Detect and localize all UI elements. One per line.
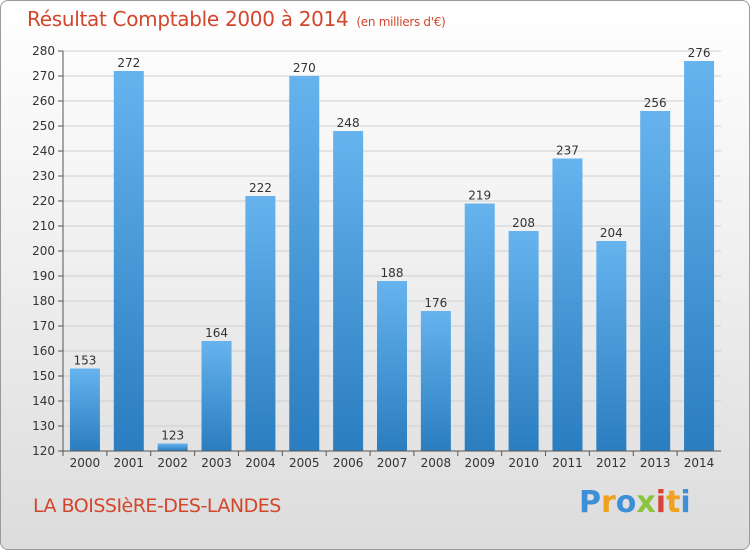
x-tick-label: 2005 xyxy=(289,456,320,470)
logo-letter: i xyxy=(680,485,691,520)
data-label: 123 xyxy=(161,429,184,443)
data-label: 188 xyxy=(381,266,404,280)
x-tick-label: 2001 xyxy=(114,456,145,470)
bar xyxy=(333,131,364,451)
x-tick-label: 2011 xyxy=(552,456,583,470)
y-tick-label: 270 xyxy=(32,69,55,83)
bars: 153 272 123 164 222 270 248 188 176 219 208 237 204 2… xyxy=(69,46,715,451)
y-tick-label: 210 xyxy=(32,219,55,233)
y-tick-label: 230 xyxy=(32,169,55,183)
y-tick-label: 190 xyxy=(32,269,55,283)
y-tick-label: 150 xyxy=(32,369,55,383)
y-tick-label: 140 xyxy=(32,394,55,408)
y-axis-ticks: 120 130 140 150 160 170 180 190 200 210 220 230 240 2… xyxy=(32,44,63,458)
title-text: Résultat Comptable 2000 à 2014 xyxy=(27,7,349,31)
logo-letter: t xyxy=(666,485,681,520)
x-tick-label: 2004 xyxy=(245,456,276,470)
data-label: 256 xyxy=(644,96,667,110)
y-tick-label: 120 xyxy=(32,444,55,458)
x-tick-label: 2013 xyxy=(640,456,671,470)
bar xyxy=(508,231,539,451)
y-tick-label: 180 xyxy=(32,294,55,308)
data-label: 237 xyxy=(556,144,579,158)
commune-name: LA BOISSIèRE-DES-LANDES xyxy=(33,495,281,517)
x-tick-label: 2014 xyxy=(684,456,715,470)
bar xyxy=(596,241,627,451)
y-tick-label: 200 xyxy=(32,244,55,258)
bar xyxy=(464,203,495,451)
data-label: 270 xyxy=(293,61,316,75)
data-label: 208 xyxy=(512,216,535,230)
proxiti-logo: Proxiti xyxy=(579,485,691,520)
bar xyxy=(420,311,451,451)
bar xyxy=(201,341,232,451)
y-tick-label: 260 xyxy=(32,94,55,108)
x-tick-label: 2012 xyxy=(596,456,627,470)
bar xyxy=(113,71,144,451)
data-label: 272 xyxy=(117,56,140,70)
bar xyxy=(552,158,583,451)
unit-label: (en milliers d'€) xyxy=(356,15,446,29)
x-tick-label: 2008 xyxy=(421,456,452,470)
y-tick-label: 240 xyxy=(32,144,55,158)
y-tick-label: 250 xyxy=(32,119,55,133)
y-tick-label: 130 xyxy=(32,419,55,433)
data-label: 222 xyxy=(249,181,272,195)
axes xyxy=(62,51,721,452)
x-tick-label: 2000 xyxy=(70,456,101,470)
bar xyxy=(640,111,671,451)
data-label: 219 xyxy=(468,189,491,203)
data-label: 248 xyxy=(337,116,360,130)
data-label: 164 xyxy=(205,326,228,340)
logo-letter: i xyxy=(655,485,667,520)
data-label: 153 xyxy=(73,354,96,368)
bar xyxy=(69,368,100,451)
logo-letter: x xyxy=(636,485,656,520)
logo-letter: o xyxy=(615,485,637,520)
x-tick-label: 2006 xyxy=(333,456,364,470)
bar xyxy=(377,281,407,451)
data-label: 176 xyxy=(424,296,447,310)
data-label: 204 xyxy=(600,226,623,240)
x-tick-label: 2009 xyxy=(464,456,495,470)
x-tick-label: 2007 xyxy=(377,456,408,470)
bar xyxy=(684,61,715,451)
y-tick-label: 160 xyxy=(32,344,55,358)
x-tick-label: 2002 xyxy=(157,456,188,470)
y-tick-label: 280 xyxy=(32,44,55,58)
logo-letter: P xyxy=(579,485,601,520)
bar xyxy=(245,196,276,451)
x-axis-ticks: 2000 2001 2002 2003 2004 2005 2006 2007 2008 2009… xyxy=(62,451,715,470)
x-tick-label: 2003 xyxy=(201,456,232,470)
chart-title: Résultat Comptable 2000 à 2014 (en millie… xyxy=(27,7,446,31)
x-tick-label: 2010 xyxy=(508,456,539,470)
logo-letter: r xyxy=(601,485,616,520)
bar xyxy=(157,443,188,451)
bar xyxy=(289,76,320,451)
y-tick-label: 170 xyxy=(32,319,55,333)
data-label: 276 xyxy=(688,46,711,60)
y-tick-label: 220 xyxy=(32,194,55,208)
